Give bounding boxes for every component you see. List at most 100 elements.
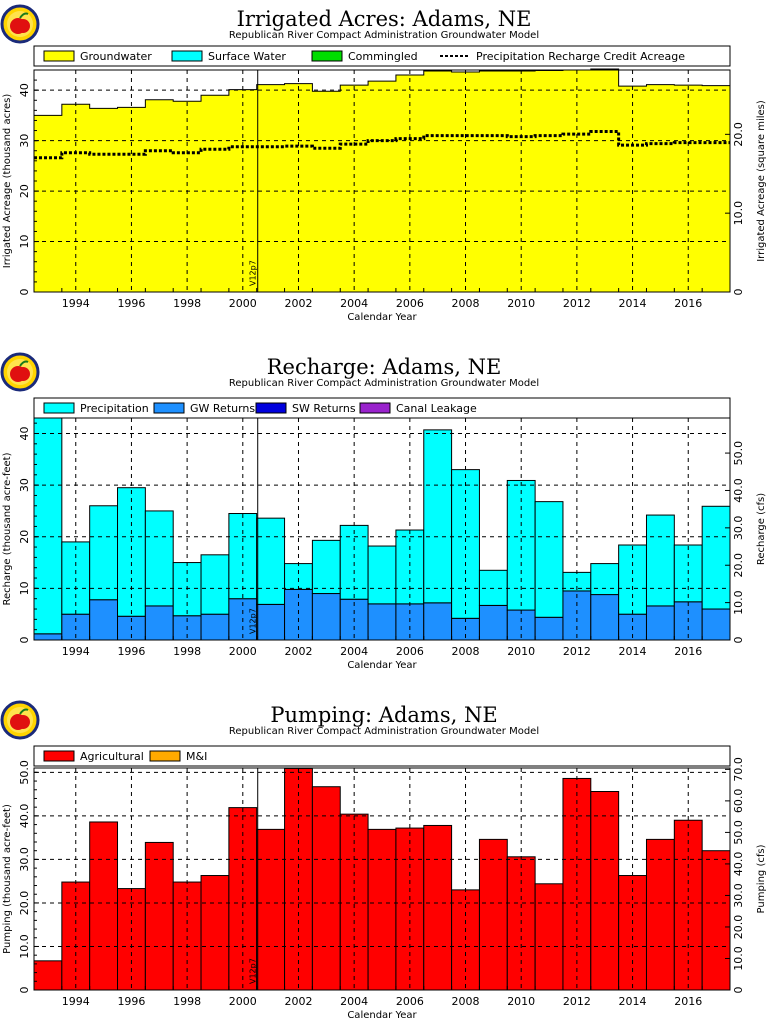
legend-swatch — [359, 402, 391, 414]
bar-agricultural — [478, 838, 508, 991]
chart-title: Recharge: Adams, NE — [267, 355, 502, 379]
y-tick-label: 20 — [18, 530, 31, 544]
version-marker-label: V12p7 — [249, 260, 258, 286]
x-tick-label: 2014 — [619, 995, 647, 1008]
x-tick-label: 1996 — [117, 645, 145, 658]
legend-box — [33, 45, 731, 67]
logo-leaf — [19, 708, 29, 715]
y-right-tick-label: 20.0 — [732, 553, 745, 578]
bar-precipitation — [311, 539, 341, 595]
legend-label: SW Returns — [292, 402, 356, 415]
x-tick-label: 2004 — [340, 645, 368, 658]
y-right-tick-label: 0 — [732, 637, 745, 644]
bar-agricultural — [395, 827, 425, 991]
x-axis-label: Calendar Year — [347, 660, 417, 671]
bar-agricultural — [256, 828, 286, 991]
x-tick-label: 2004 — [340, 297, 368, 310]
y-right-tick-label: 60.0 — [732, 789, 745, 814]
bar-precipitation — [423, 429, 453, 604]
chart-subtitle: Republican River Compact Administration … — [229, 378, 539, 389]
x-tick-label: 2016 — [674, 645, 702, 658]
version-marker-label: V12p7 — [249, 608, 258, 634]
y-tick-label: 20 — [18, 184, 31, 198]
legend-label: Groundwater — [80, 50, 152, 63]
bar-precipitation — [451, 469, 480, 619]
x-tick-label: 1996 — [117, 995, 145, 1008]
x-tick-label: 1998 — [173, 995, 201, 1008]
bar-agricultural — [423, 824, 453, 991]
x-tick-label: 2014 — [619, 645, 647, 658]
x-tick-label: 2008 — [452, 297, 480, 310]
y-tick-label: 30 — [18, 478, 31, 492]
legend-swatch — [153, 402, 185, 414]
bar-agricultural — [33, 960, 63, 991]
y-axis-label: Pumping (thousand acre-feet) — [2, 804, 13, 954]
x-tick-label: 2006 — [396, 645, 424, 658]
x-tick-label: 2006 — [396, 995, 424, 1008]
y-right-tick-label: 0 — [732, 289, 745, 296]
chart-title: Irrigated Acres: Adams, NE — [237, 7, 532, 31]
x-tick-label: 2000 — [229, 645, 257, 658]
x-tick-label: 2012 — [563, 995, 591, 1008]
y-right-axis-label: Recharge (cfs) — [756, 493, 767, 565]
bar-gw-returns — [367, 603, 397, 641]
bar-precipitation — [256, 517, 286, 605]
x-tick-label: 1998 — [173, 297, 201, 310]
bar-precipitation — [590, 563, 620, 596]
bar-agricultural — [311, 786, 341, 991]
y-right-tick-label: 20.0 — [732, 122, 745, 147]
bar-gw-returns — [590, 594, 620, 641]
y-right-tick-label: 10.0 — [732, 201, 745, 226]
y-tick-label: 30.0 — [18, 847, 31, 872]
y-right-axis-label: Pumping (cfs) — [756, 844, 767, 913]
y-right-tick-label: 50.0 — [732, 441, 745, 466]
legend-label: Precipitation — [80, 402, 149, 415]
bar-gw-returns — [89, 599, 119, 641]
bar-agricultural — [534, 883, 564, 991]
bar-gw-returns — [200, 613, 230, 641]
chart-title: Pumping: Adams, NE — [270, 703, 497, 727]
bar-agricultural — [200, 875, 230, 991]
bar-precipitation — [284, 563, 313, 590]
bar-gw-returns — [144, 605, 174, 641]
y-axis-label: Irrigated Acreage (thousand acres) — [2, 94, 13, 269]
bar-precipitation — [200, 554, 230, 615]
y-right-tick-label: 10.0 — [732, 946, 745, 971]
y-right-tick-label: 20.0 — [732, 915, 745, 940]
bar-precipitation — [701, 505, 731, 610]
y-right-tick-label: 30.0 — [732, 883, 745, 908]
y-axis-label: Recharge (thousand acre-feet) — [2, 452, 13, 605]
legend-label: M&I — [186, 750, 207, 763]
x-tick-label: 2008 — [452, 995, 480, 1008]
y-right-tick-label: 30.0 — [732, 516, 745, 541]
bar-precipitation — [534, 501, 564, 618]
y-right-tick-label: 50.0 — [732, 820, 745, 845]
plot-frame — [33, 417, 731, 641]
apple-logo-icon-3 — [0, 700, 40, 740]
chart-subtitle: Republican River Compact Administration … — [229, 726, 539, 737]
x-tick-label: 2002 — [284, 645, 312, 658]
bar-agricultural — [701, 850, 731, 991]
x-tick-label: 2010 — [507, 995, 535, 1008]
legend-swatch — [171, 50, 203, 62]
y-tick-label: 10 — [18, 235, 31, 249]
bar-precipitation — [645, 514, 675, 607]
y-tick-label: 30 — [18, 134, 31, 148]
version-marker-label: V12p7 — [249, 958, 258, 984]
x-tick-label: 1994 — [62, 297, 90, 310]
x-axis-label: Calendar Year — [347, 312, 417, 323]
bar-precipitation — [367, 545, 397, 605]
bar-gw-returns — [33, 633, 63, 641]
bar-gw-returns — [478, 604, 508, 641]
legend-swatch — [149, 750, 181, 762]
y-tick-label: 0 — [18, 289, 31, 296]
x-tick-label: 2000 — [229, 995, 257, 1008]
legend-label: Agricultural — [80, 750, 144, 763]
x-tick-label: 2012 — [563, 645, 591, 658]
y-tick-label: 10 — [18, 581, 31, 595]
bar-agricultural — [645, 838, 675, 991]
apple-logo-icon-1 — [0, 4, 40, 44]
x-tick-label: 2016 — [674, 995, 702, 1008]
bar-precipitation — [89, 505, 119, 601]
